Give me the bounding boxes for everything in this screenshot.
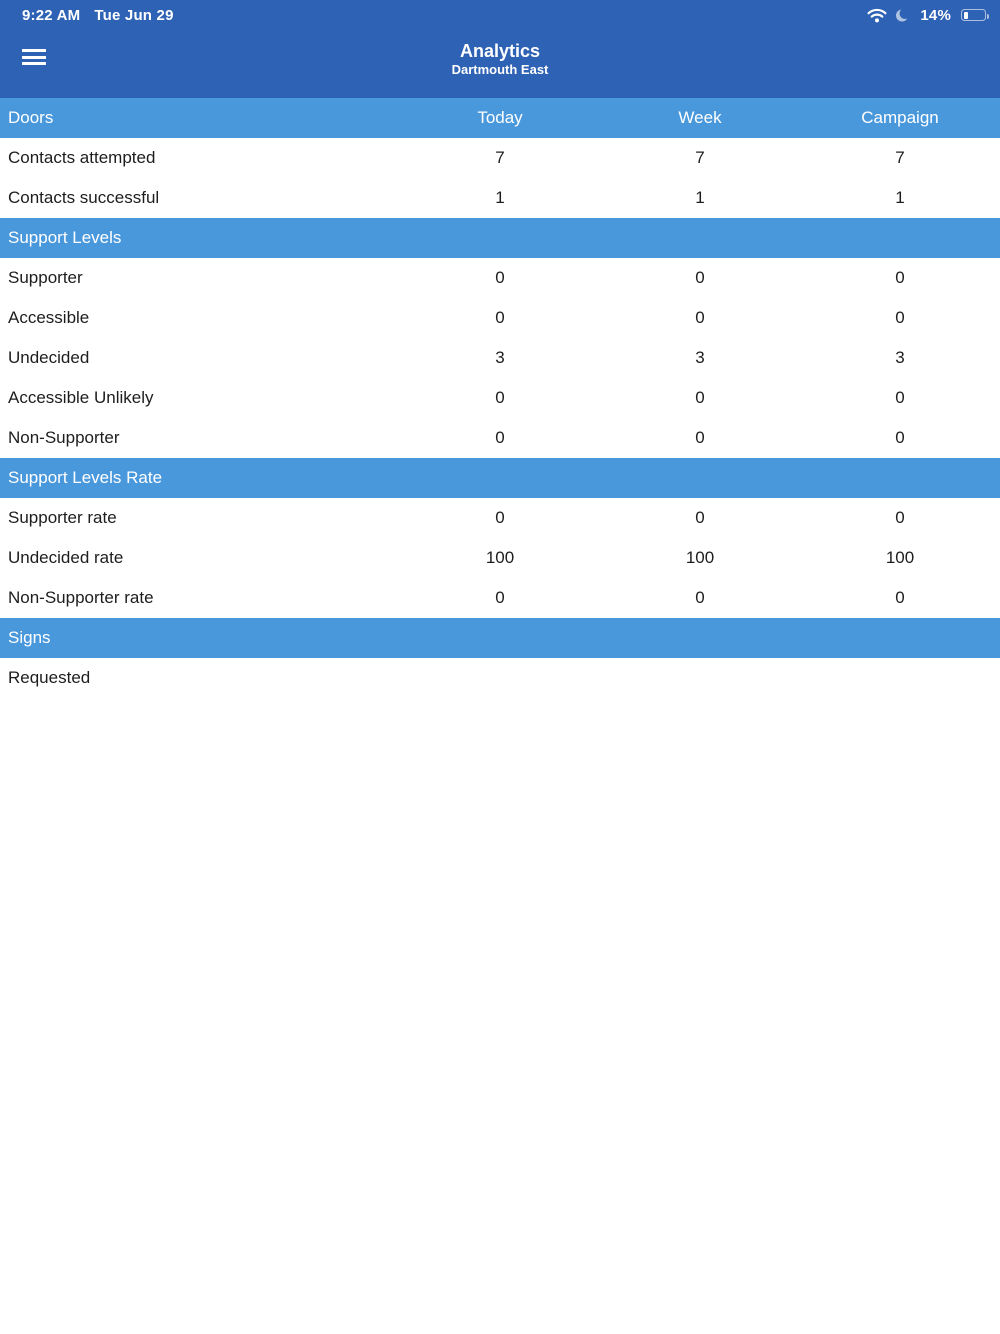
row-label: Non-Supporter (8, 428, 120, 447)
cell-campaign: 0 (895, 588, 905, 607)
status-date: Tue Jun 29 (94, 6, 174, 24)
row-label: Supporter rate (8, 508, 117, 527)
cell-campaign: 7 (895, 148, 905, 167)
section-title: Signs (8, 628, 51, 647)
cell-today: 1 (495, 188, 505, 207)
battery-percent: 14% (920, 6, 951, 24)
row-label: Contacts attempted (8, 148, 156, 167)
battery-fill (963, 11, 968, 19)
column-header-campaign: Campaign (861, 108, 939, 127)
cell-today: 0 (495, 588, 505, 607)
battery-icon (961, 9, 989, 21)
nav-bar: Analytics Dartmouth East (0, 30, 1000, 98)
cell-campaign: 0 (895, 428, 905, 447)
column-header-row: Doors Today Week Campaign (0, 98, 1000, 138)
table-row-non-supporter: Non-Supporter 0 0 0 (0, 418, 1000, 458)
table-row-undecided: Undecided 3 3 3 (0, 338, 1000, 378)
cell-week: 0 (695, 508, 705, 527)
cell-week: 7 (695, 148, 705, 167)
table-row-undecided-rate: Undecided rate 100 100 100 (0, 538, 1000, 578)
section-header-signs: Signs (0, 618, 1000, 658)
table-row-supporter: Supporter 0 0 0 (0, 258, 1000, 298)
cell-campaign: 3 (895, 348, 905, 367)
wifi-icon (867, 8, 887, 23)
cell-campaign: 100 (885, 548, 915, 567)
column-header-doors: Doors (8, 108, 54, 127)
cell-week: 0 (695, 428, 705, 447)
menu-icon (22, 49, 46, 52)
cell-week: 3 (695, 348, 705, 367)
cell-today: 0 (495, 388, 505, 407)
section-title: Support Levels (8, 228, 122, 247)
page-subtitle: Dartmouth East (451, 62, 549, 77)
cell-campaign: 0 (895, 308, 905, 327)
menu-button[interactable] (22, 47, 46, 67)
cell-today: 0 (495, 428, 505, 447)
cell-week: 100 (685, 548, 715, 567)
cell-week: 0 (695, 308, 705, 327)
table-row-accessible-unlikely: Accessible Unlikely 0 0 0 (0, 378, 1000, 418)
cell-campaign: 0 (895, 268, 905, 287)
section-header-support-levels: Support Levels (0, 218, 1000, 258)
table-row-non-supporter-rate: Non-Supporter rate 0 0 0 (0, 578, 1000, 618)
table-row-accessible: Accessible 0 0 0 (0, 298, 1000, 338)
table-row-contacts-successful: Contacts successful 1 1 1 (0, 178, 1000, 218)
cell-campaign: 0 (895, 508, 905, 527)
row-label: Requested (8, 668, 91, 687)
cell-today: 0 (495, 268, 505, 287)
row-label: Accessible Unlikely (8, 388, 154, 407)
cell-today: 0 (495, 308, 505, 327)
section-title: Support Levels Rate (8, 468, 163, 487)
row-label: Contacts successful (8, 188, 160, 207)
cell-today: 7 (495, 148, 505, 167)
column-header-today: Today (477, 108, 523, 127)
cell-today: 0 (495, 508, 505, 527)
status-right: 14% (867, 6, 989, 24)
table-row-supporter-rate: Supporter rate 0 0 0 (0, 498, 1000, 538)
row-label: Supporter (8, 268, 83, 287)
row-label: Accessible (8, 308, 90, 327)
cell-today: 100 (485, 548, 515, 567)
cell-week: 0 (695, 388, 705, 407)
page-title: Analytics (459, 41, 541, 61)
cell-week: 1 (695, 188, 705, 207)
cell-week: 0 (695, 268, 705, 287)
app-header: 9:22 AM Tue Jun 29 14% (0, 0, 1000, 98)
moon-icon (895, 7, 911, 23)
cell-campaign: 1 (895, 188, 905, 207)
title-wrap: Analytics Dartmouth East (0, 40, 1000, 78)
section-header-support-levels-rate: Support Levels Rate (0, 458, 1000, 498)
status-time: 9:22 AM (22, 6, 81, 24)
row-label: Non-Supporter rate (8, 588, 154, 607)
status-bar: 9:22 AM Tue Jun 29 14% (0, 0, 1000, 30)
cell-week: 0 (695, 588, 705, 607)
cell-campaign: 0 (895, 388, 905, 407)
status-left: 9:22 AM Tue Jun 29 (22, 7, 174, 24)
row-label: Undecided rate (8, 548, 124, 567)
table-row-requested: Requested (0, 658, 1000, 698)
table-row-contacts-attempted: Contacts attempted 7 7 7 (0, 138, 1000, 178)
row-label: Undecided (8, 348, 90, 367)
battery-cap (986, 13, 989, 19)
cell-today: 3 (495, 348, 505, 367)
column-header-week: Week (678, 108, 722, 127)
